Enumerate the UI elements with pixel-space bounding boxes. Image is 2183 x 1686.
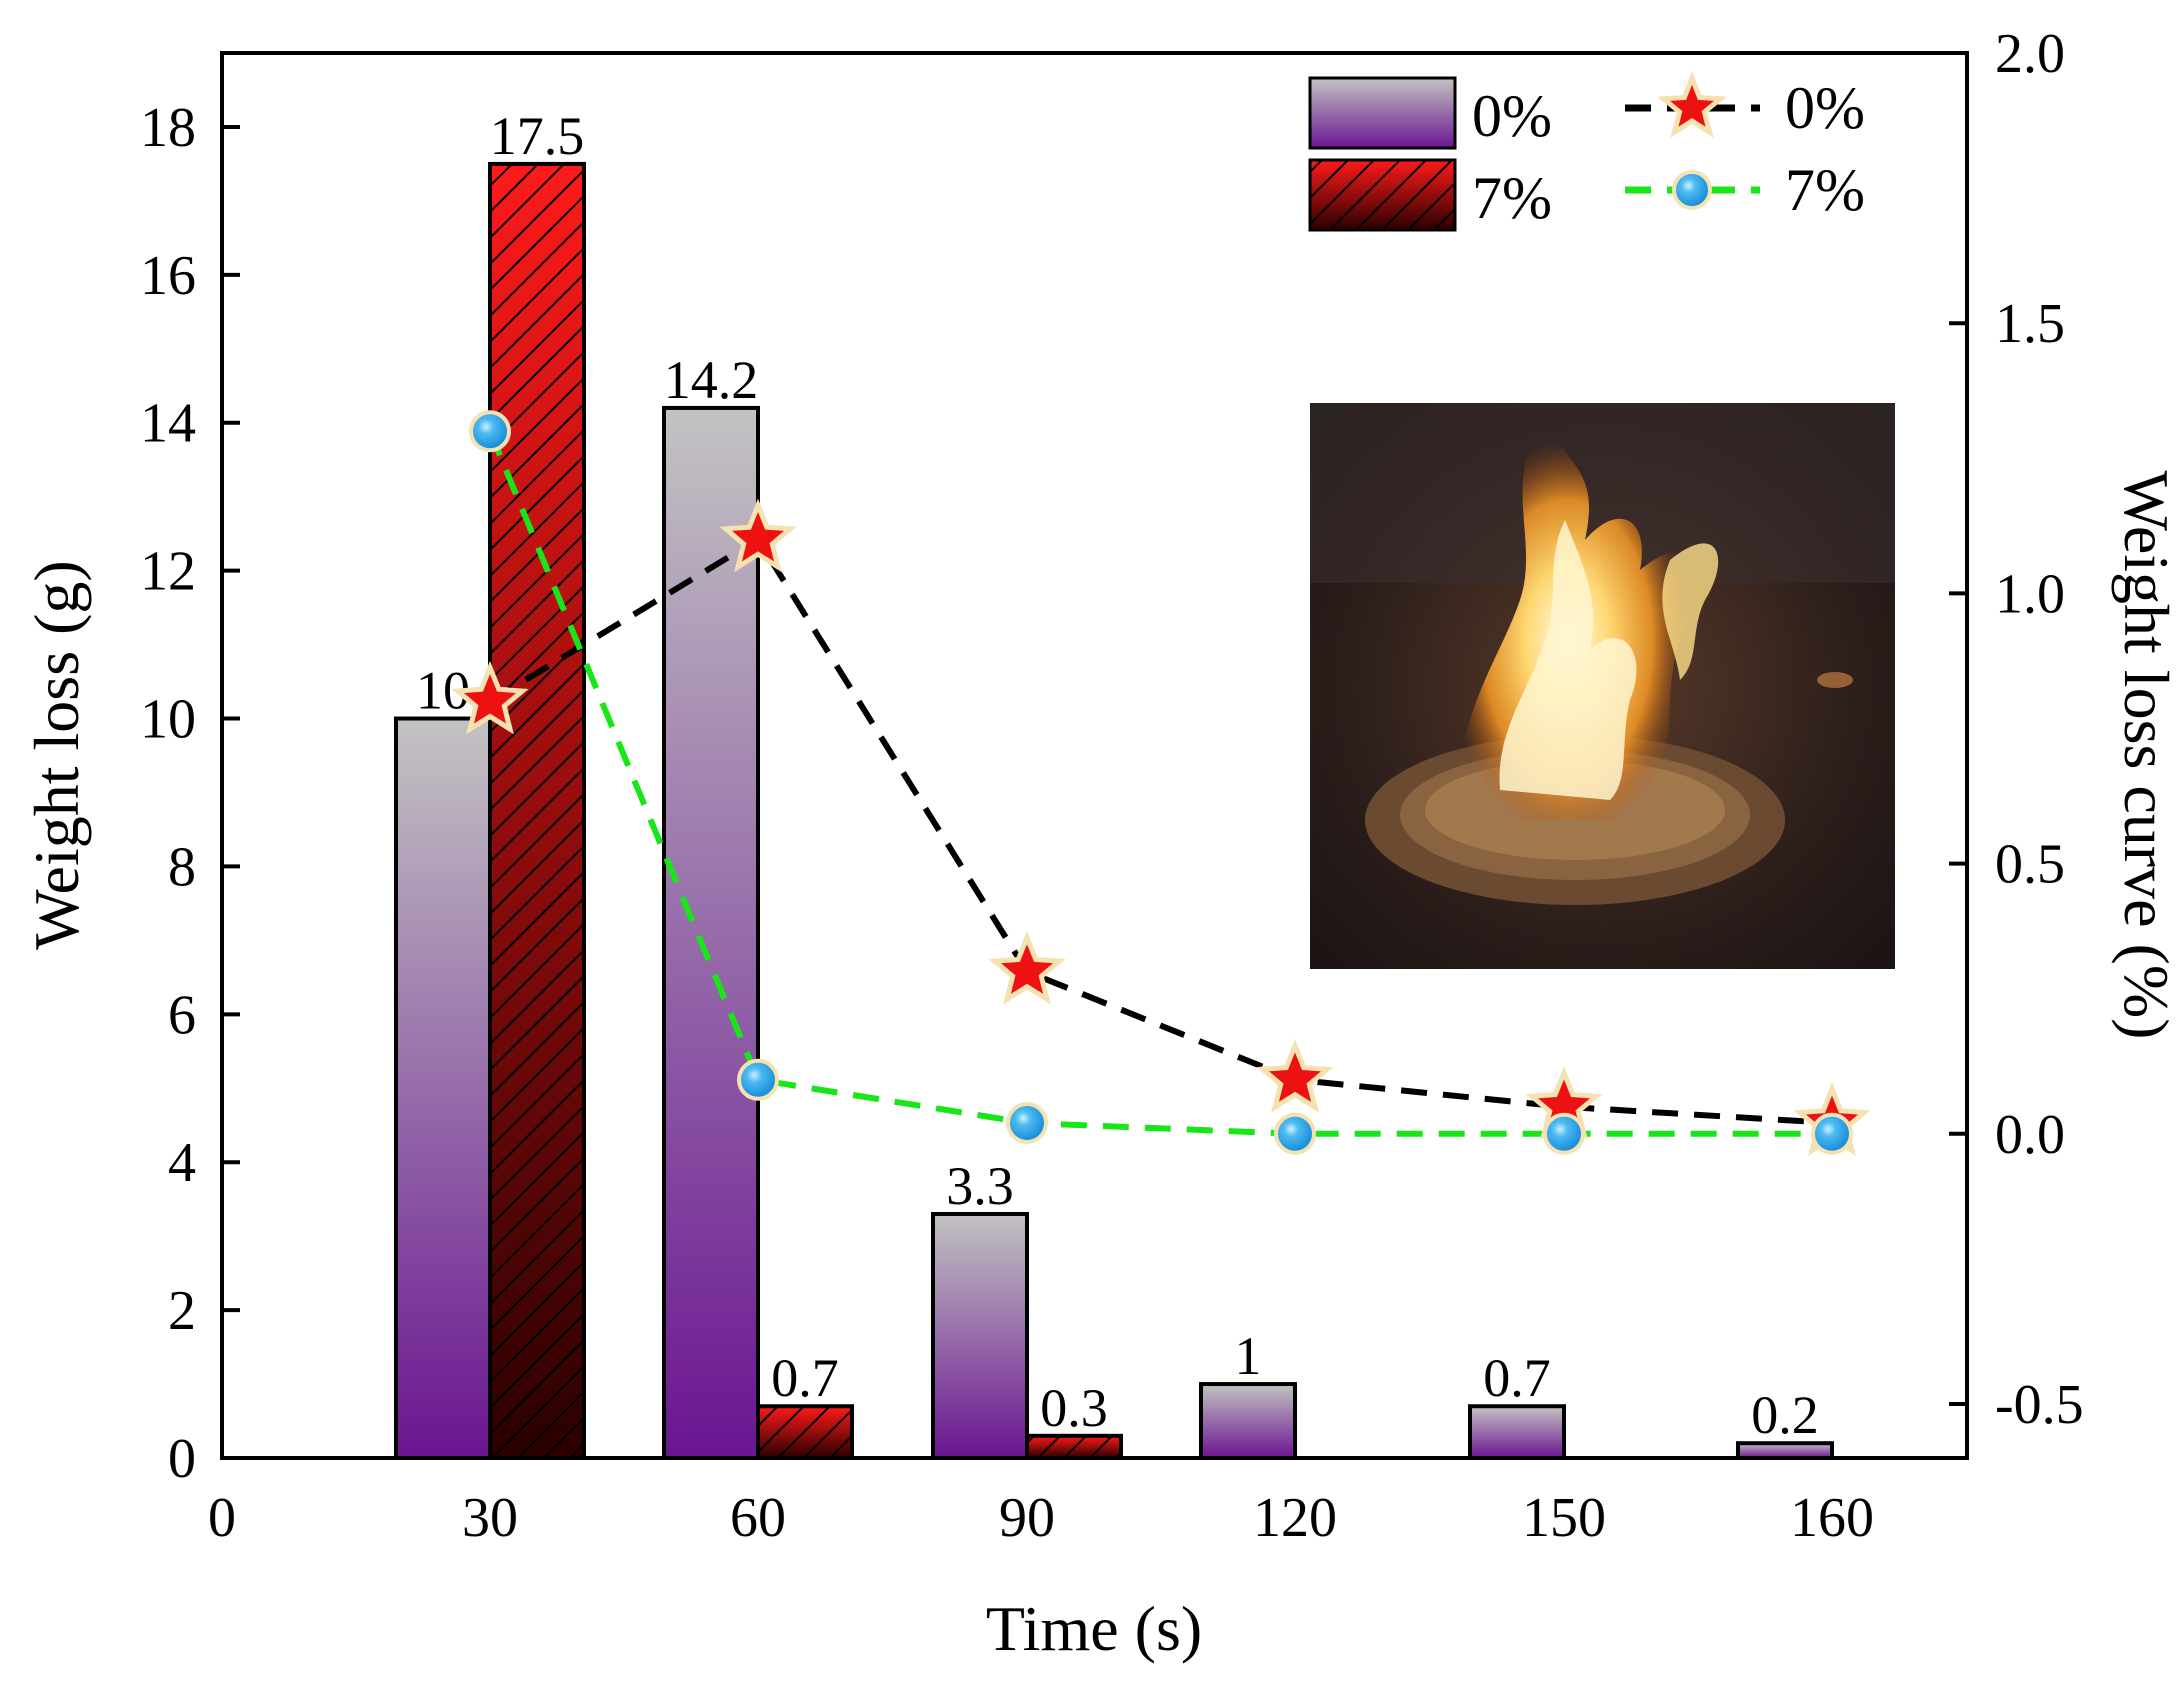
plot-frame	[220, 51, 1969, 1460]
y-right-tick-label-0.0: 0.0	[1995, 1104, 2065, 1166]
line-7pct	[487, 430, 1832, 1137]
legend-item-line-0pct: 0%	[1625, 71, 1865, 141]
y-left-tick-label-14: 14	[140, 393, 196, 455]
data-label-0pct-60: 14.2	[664, 350, 759, 410]
y-right-tick-label-2.0: 2.0	[1995, 23, 2065, 85]
y-right-axis: -0.5 0.0 0.5 1.0 1.5 2.0	[1949, 23, 2084, 1436]
y-left-tick-label-4: 4	[168, 1132, 196, 1194]
x-tick-label-60: 60	[730, 1487, 786, 1549]
line-0pct	[488, 535, 1833, 1126]
bar-0pct-90	[931, 1211, 1029, 1460]
y-left-tick-label-2: 2	[168, 1280, 196, 1342]
x-axis-title: Time (s)	[986, 1593, 1202, 1664]
marker-circle-90	[1006, 1101, 1048, 1144]
y-right-tick-label-1.5: 1.5	[1995, 293, 2065, 355]
y-right-tick-label--0.5: -0.5	[1995, 1374, 2084, 1436]
marker-star-60	[719, 498, 797, 573]
marker-star-90	[988, 931, 1066, 1005]
x-axis: 0 30 60 90 120 150 160	[208, 1442, 1874, 1549]
bar-hatch-90	[1027, 1435, 1121, 1458]
x-tick-label-90: 90	[999, 1487, 1055, 1549]
data-label-7pct-90: 0.3	[1040, 1378, 1108, 1438]
data-label-0pct-90: 3.3	[946, 1156, 1014, 1216]
marker-star-120	[1256, 1038, 1334, 1113]
x-tick-label-150: 150	[1522, 1487, 1606, 1549]
legend-marker-circle	[1672, 170, 1712, 210]
bars-layer	[394, 161, 1834, 1461]
data-label-7pct-60: 0.7	[771, 1348, 839, 1408]
x-tick-label-120: 120	[1253, 1487, 1337, 1549]
legend-label-line-0pct: 0%	[1785, 75, 1865, 141]
inset-photo	[1310, 403, 1895, 969]
legend-label-bar-0pct: 0%	[1472, 83, 1552, 149]
marker-circle-60	[737, 1058, 779, 1101]
y-right-axis-title: Weight loss curve (%)	[2111, 471, 2182, 1040]
legend: 0% 7% 0% 7%	[1308, 71, 1865, 232]
bar-0pct-120	[1199, 1382, 1297, 1460]
data-label-0pct-120: 1	[1235, 1326, 1262, 1386]
legend-label-line-7pct: 7%	[1785, 157, 1865, 223]
bar-hatch-30	[490, 163, 584, 1459]
legend-label-bar-7pct: 7%	[1472, 165, 1552, 231]
marker-circle-150	[1543, 1112, 1585, 1155]
y-left-tick-label-16: 16	[140, 245, 196, 307]
legend-item-bar-0pct: 0%	[1308, 76, 1552, 150]
y-left-tick-label-8: 8	[168, 836, 196, 898]
legend-item-line-7pct: 7%	[1625, 157, 1865, 223]
marker-circle-120	[1274, 1112, 1316, 1155]
y-left-axis-title: Weight loss (g)	[21, 560, 92, 949]
y-right-tick-label-0.5: 0.5	[1995, 834, 2065, 896]
y-left-tick-label-12: 12	[140, 541, 196, 603]
y-right-tick-label-1.0: 1.0	[1995, 563, 2065, 625]
bar-0pct-30	[394, 716, 492, 1460]
x-tick-label-160: 160	[1790, 1487, 1874, 1549]
y-left-tick-label-18: 18	[140, 97, 196, 159]
legend-item-bar-7pct: 7%	[1308, 158, 1552, 232]
bar-0pct-60	[662, 405, 760, 1460]
legend-marker-star	[1656, 71, 1728, 138]
bar-hatch-60	[758, 1406, 852, 1458]
marker-circle-160	[1811, 1112, 1853, 1155]
lines-layer	[451, 410, 1871, 1156]
legend-swatch-bar-0pct	[1308, 76, 1457, 150]
bar-0pct-150	[1468, 1404, 1566, 1460]
marker-circle-30	[469, 410, 511, 453]
x-tick-label-30: 30	[462, 1487, 518, 1549]
y-left-tick-label-0: 0	[168, 1428, 196, 1490]
y-left-axis: 0 2 4 6 8 10 12 14 16 18	[140, 97, 240, 1490]
bar-0pct-160	[1736, 1441, 1834, 1461]
data-label-0pct-150: 0.7	[1483, 1348, 1551, 1408]
x-tick-label-0: 0	[208, 1487, 236, 1549]
y-left-tick-label-6: 6	[168, 984, 196, 1046]
y-left-tick-label-10: 10	[140, 689, 196, 751]
data-label-7pct-30: 17.5	[490, 106, 585, 166]
marker-star-30	[451, 660, 529, 735]
data-label-0pct-160: 0.2	[1751, 1385, 1819, 1445]
